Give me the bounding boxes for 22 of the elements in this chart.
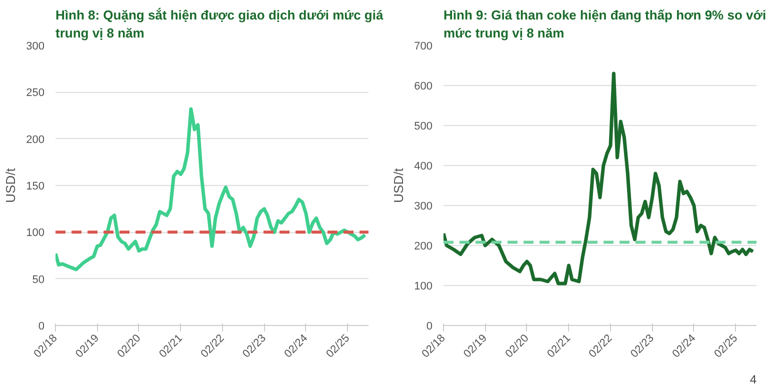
y-axis-title: USD/t: [391, 168, 406, 203]
y-tick-label: 300: [414, 200, 433, 212]
y-tick-label: 0: [38, 320, 45, 332]
chart-title: Hình 9: Giá than coke hiện đang thấp hơn 9% so với mức trung vị 8 năm: [444, 8, 766, 40]
y-tick-label: 50: [32, 274, 45, 286]
y-tick-label: 300: [26, 40, 45, 52]
y-tick-label: 250: [26, 87, 45, 100]
y-tick-label: 200: [414, 240, 433, 252]
y-tick-label: 700: [414, 40, 433, 52]
y-tick-label: 0: [426, 320, 433, 332]
line-series: [444, 72, 755, 286]
y-tick-label: 100: [26, 227, 45, 240]
y-tick-label: 500: [414, 120, 433, 132]
y-tick-label: 600: [414, 80, 433, 92]
y-tick-label: 100: [414, 280, 433, 292]
line-series: [56, 107, 367, 272]
y-axis-title: USD/t: [3, 168, 18, 203]
text: 4: [750, 372, 757, 386]
y-tick-label: 200: [26, 134, 45, 146]
y-tick-label: 150: [26, 180, 45, 192]
chart-title: Hình 8: Quặng sắt hiện được giao dịch dưới mức giá trung vị 8 năm: [56, 8, 384, 40]
y-tick-label: 400: [414, 160, 433, 172]
